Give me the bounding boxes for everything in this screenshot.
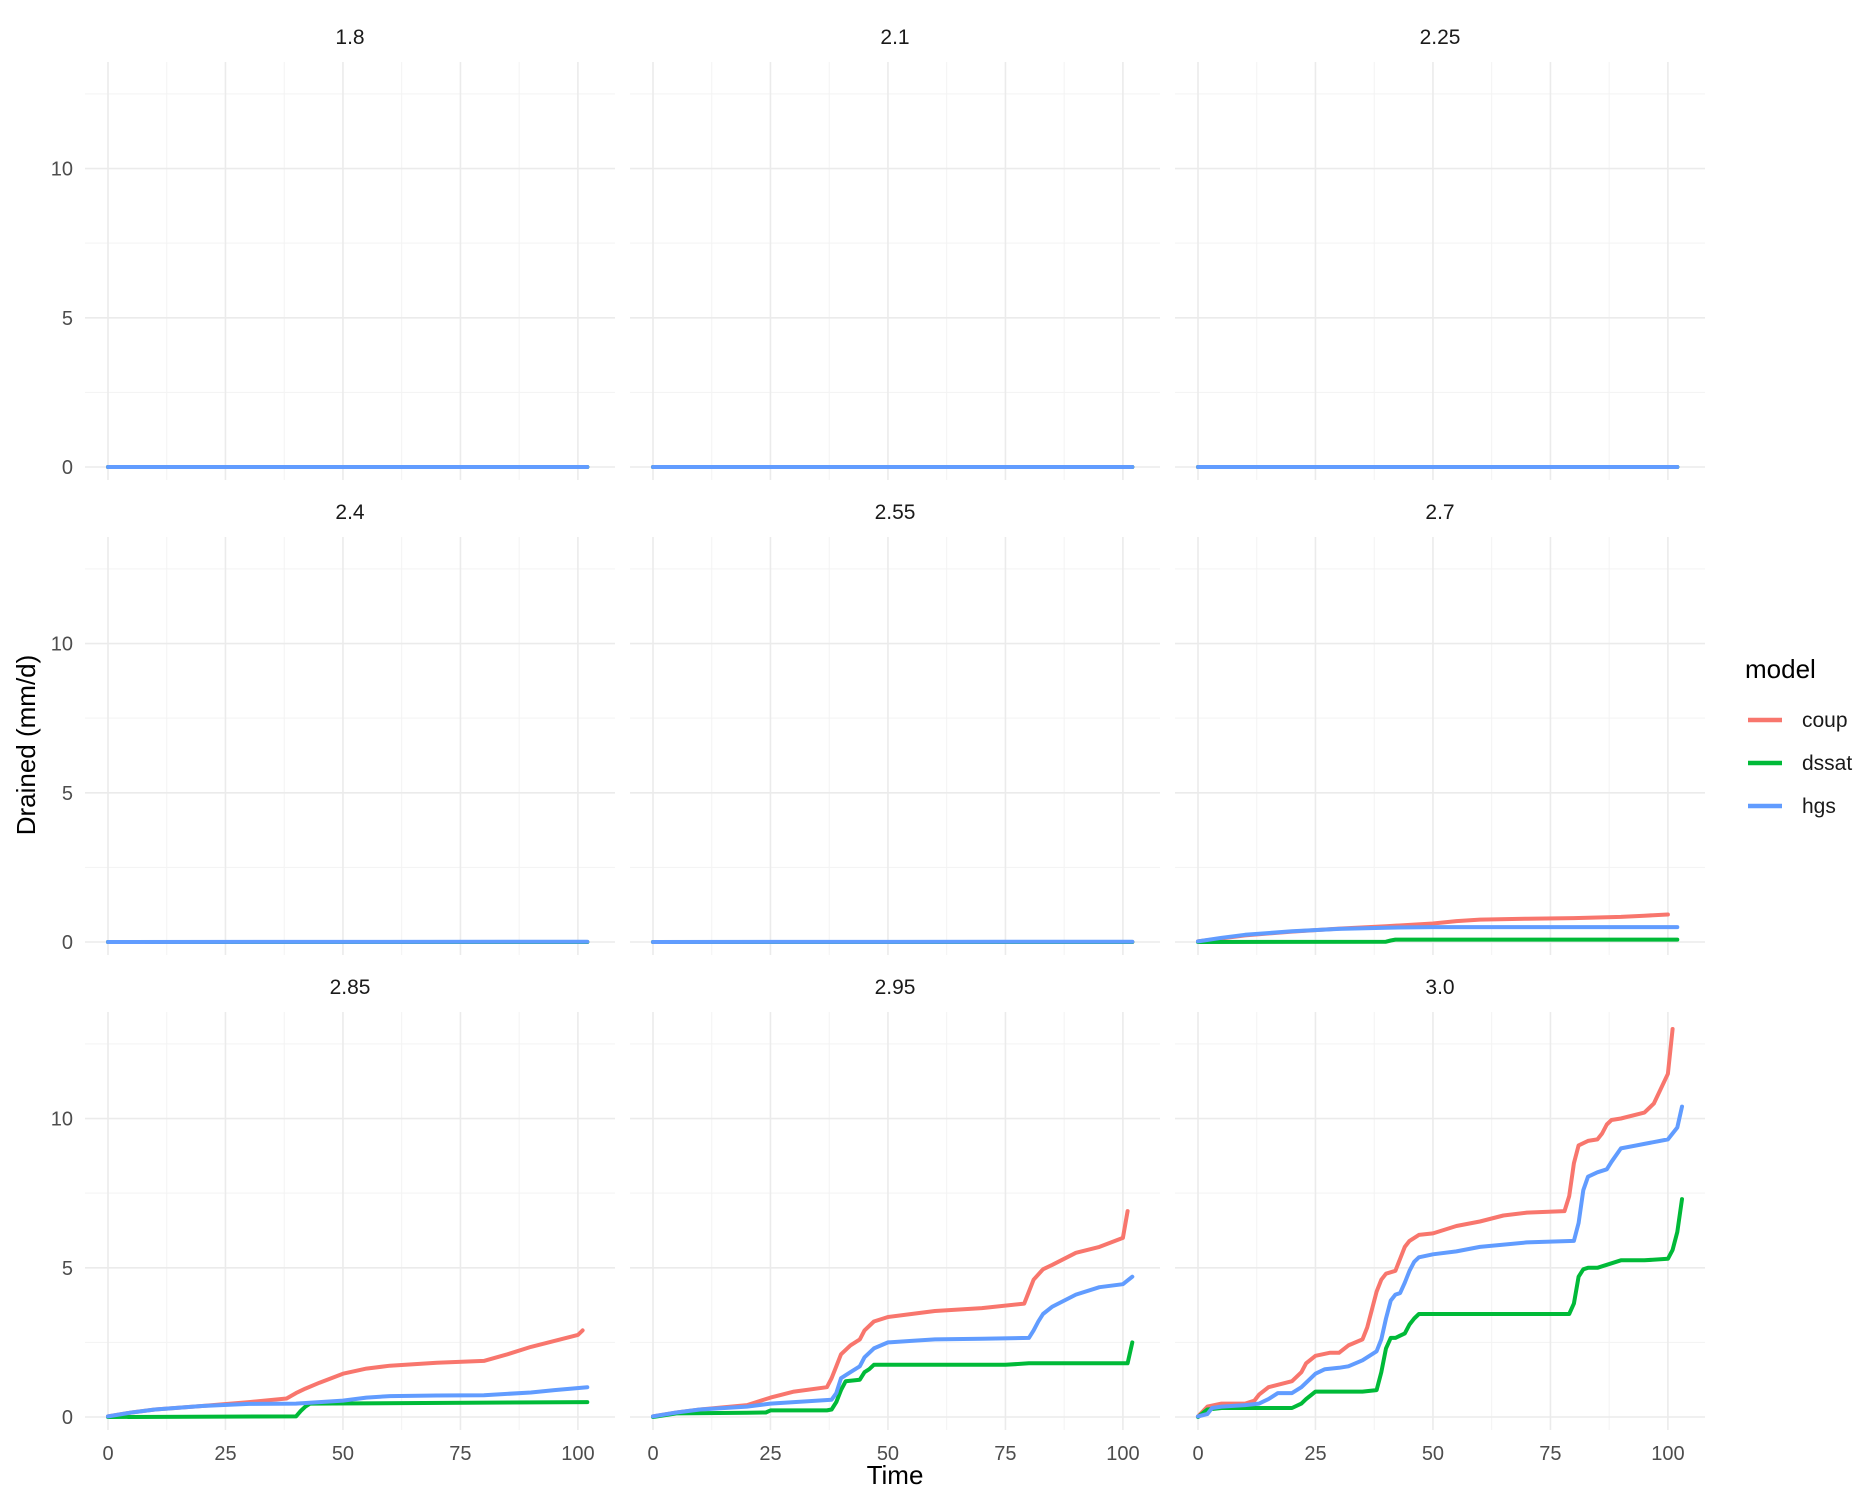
facet-title: 2.25 <box>1420 26 1461 49</box>
y-tick-label: 5 <box>62 308 73 330</box>
series-line-dssat <box>1196 1197 1684 1419</box>
facet-panel: 2.7 <box>1175 501 1705 955</box>
x-tick-label: 0 <box>647 1443 658 1465</box>
facet-title: 1.8 <box>335 26 364 49</box>
legend-label-hgs: hgs <box>1802 795 1836 818</box>
facet-panel: 3.0 0 25 50 75 100 <box>1175 976 1705 1465</box>
x-tick-label: 75 <box>449 1443 471 1465</box>
series-line-dssat <box>106 1400 590 1419</box>
y-tick-label: 0 <box>62 932 73 954</box>
x-tick-label: 0 <box>102 1443 113 1465</box>
x-tick-label: 25 <box>1304 1443 1326 1465</box>
x-tick-label: 100 <box>1106 1443 1139 1465</box>
legend: model coup dssat hgs <box>1745 654 1852 818</box>
series-line-hgs <box>651 1274 1135 1419</box>
x-tick-label: 50 <box>1422 1443 1444 1465</box>
x-tick-label: 100 <box>561 1443 594 1465</box>
y-tick-label: 5 <box>62 1258 73 1280</box>
series-line-hgs <box>1196 1104 1684 1419</box>
facet-panel: 2.1 <box>630 26 1160 480</box>
x-tick-label: 25 <box>214 1443 236 1465</box>
facet-panel: 2.25 <box>1175 26 1705 480</box>
y-tick-label: 5 <box>62 783 73 805</box>
facet-title: 2.55 <box>875 501 916 524</box>
legend-title: model <box>1745 654 1816 684</box>
series-line-hgs <box>1196 925 1680 944</box>
x-tick-label: 50 <box>877 1443 899 1465</box>
x-tick-label: 50 <box>332 1443 354 1465</box>
x-tick-label: 75 <box>994 1443 1016 1465</box>
facet-title: 2.1 <box>880 26 909 49</box>
facet-title: 3.0 <box>1425 976 1454 999</box>
facet-panel: 1.8 0 5 10 <box>51 26 615 480</box>
series-line-coup <box>651 1209 1130 1419</box>
x-tick-label: 75 <box>1539 1443 1561 1465</box>
x-tick-label: 100 <box>1651 1443 1684 1465</box>
legend-label-coup: coup <box>1802 709 1848 732</box>
series-line-hgs <box>106 1385 590 1419</box>
facet-panel: 2.55 <box>630 501 1160 955</box>
y-tick-label: 0 <box>62 1407 73 1429</box>
y-tick-label: 10 <box>51 1109 73 1131</box>
facet-panel: 2.4 0 5 10 <box>51 501 615 955</box>
x-tick-label: 25 <box>759 1443 781 1465</box>
facet-title: 2.85 <box>330 976 371 999</box>
y-axis-title: Drained (mm/d) <box>11 655 41 836</box>
series-line-dssat <box>651 1340 1135 1419</box>
y-tick-label: 10 <box>51 634 73 656</box>
legend-label-dssat: dssat <box>1802 752 1852 775</box>
facet-title: 2.95 <box>875 976 916 999</box>
facet-title: 2.7 <box>1425 501 1454 524</box>
facet-title: 2.4 <box>335 501 365 524</box>
x-tick-label: 0 <box>1192 1443 1203 1465</box>
x-axis-title: Time <box>867 1460 924 1490</box>
facet-panel: 2.95 0 25 50 75 100 <box>630 976 1160 1465</box>
series-line-coup <box>1196 1027 1675 1419</box>
y-tick-label: 10 <box>51 159 73 181</box>
y-tick-label: 0 <box>62 457 73 479</box>
series-line-dssat <box>1196 937 1680 944</box>
